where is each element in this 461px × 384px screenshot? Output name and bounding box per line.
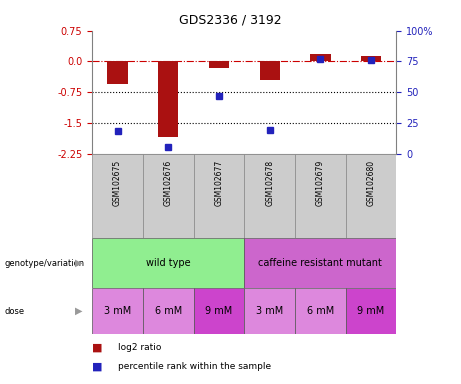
Text: GSM102675: GSM102675	[113, 159, 122, 206]
Text: wild type: wild type	[146, 258, 190, 268]
Text: 9 mM: 9 mM	[357, 306, 385, 316]
FancyBboxPatch shape	[244, 238, 396, 288]
Bar	[209, 61, 229, 68]
Bar	[158, 61, 178, 137]
Text: 3 mM: 3 mM	[256, 306, 284, 316]
FancyBboxPatch shape	[194, 288, 244, 334]
FancyBboxPatch shape	[346, 154, 396, 238]
Text: ■: ■	[92, 343, 103, 353]
FancyBboxPatch shape	[295, 154, 346, 238]
Bar	[310, 54, 331, 61]
Text: GSM102679: GSM102679	[316, 159, 325, 206]
Bar	[107, 61, 128, 84]
Bar	[361, 56, 381, 61]
FancyBboxPatch shape	[143, 154, 194, 238]
Text: genotype/variation: genotype/variation	[5, 258, 85, 268]
Text: ■: ■	[92, 362, 103, 372]
FancyBboxPatch shape	[92, 288, 143, 334]
FancyBboxPatch shape	[346, 288, 396, 334]
Text: ▶: ▶	[75, 306, 82, 316]
Text: GDS2336 / 3192: GDS2336 / 3192	[179, 13, 282, 26]
Bar	[260, 61, 280, 80]
Text: percentile rank within the sample: percentile rank within the sample	[118, 362, 271, 371]
Text: caffeine resistant mutant: caffeine resistant mutant	[259, 258, 382, 268]
Text: 6 mM: 6 mM	[154, 306, 182, 316]
Text: 3 mM: 3 mM	[104, 306, 131, 316]
Text: dose: dose	[5, 306, 25, 316]
FancyBboxPatch shape	[244, 154, 295, 238]
Text: log2 ratio: log2 ratio	[118, 343, 161, 352]
Text: 9 mM: 9 mM	[205, 306, 233, 316]
Text: GSM102680: GSM102680	[366, 159, 376, 206]
Text: GSM102677: GSM102677	[214, 159, 224, 206]
FancyBboxPatch shape	[143, 288, 194, 334]
FancyBboxPatch shape	[92, 238, 244, 288]
FancyBboxPatch shape	[92, 154, 143, 238]
Text: 6 mM: 6 mM	[307, 306, 334, 316]
Text: GSM102678: GSM102678	[265, 159, 274, 206]
FancyBboxPatch shape	[194, 154, 244, 238]
FancyBboxPatch shape	[295, 288, 346, 334]
Text: ▶: ▶	[75, 258, 82, 268]
Text: GSM102676: GSM102676	[164, 159, 173, 206]
FancyBboxPatch shape	[244, 288, 295, 334]
